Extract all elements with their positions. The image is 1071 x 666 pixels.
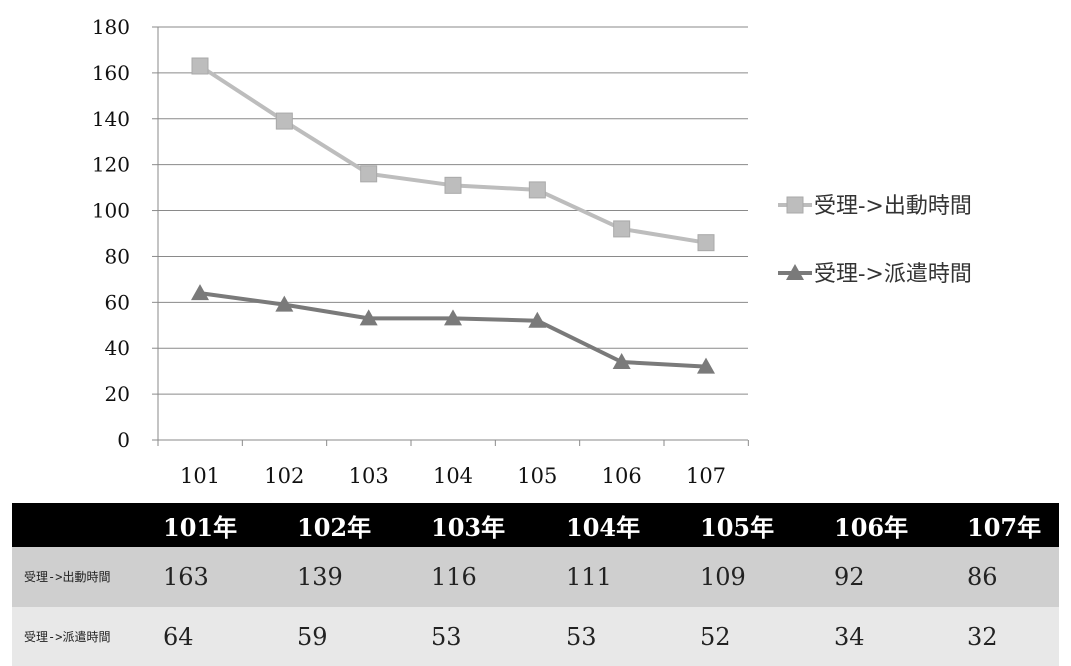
table-header-row: 101年 102年 103年 104年 105年 106年 107年 — [12, 503, 1059, 547]
table-cell: 64 — [163, 622, 194, 651]
table-header-cell: 104年 — [566, 512, 641, 542]
square-marker — [191, 57, 209, 75]
table-cell: 34 — [834, 622, 865, 651]
axes: 0 20 40 60 80 100 120 140 160 180 101 102 103 104 105 1… — [92, 15, 749, 488]
table-header-cell: 107年 — [967, 512, 1042, 542]
y-tick-label: 80 — [105, 244, 130, 268]
table-cell: 86 — [967, 563, 998, 591]
y-tick-label: 0 — [117, 428, 130, 452]
legend-item: 受理->派遣時間 — [778, 262, 972, 287]
series-2 — [191, 284, 715, 374]
gridlines — [158, 26, 748, 395]
table-row: 受理->派遣時間 64 59 53 53 52 34 32 — [12, 607, 1059, 666]
y-tick-label: 40 — [105, 336, 130, 360]
triangle-marker — [528, 311, 547, 328]
x-tick-label: 104 — [433, 464, 473, 488]
table-cell: 59 — [297, 622, 328, 651]
y-tick-label: 120 — [92, 153, 130, 177]
table-cell: 53 — [566, 622, 597, 651]
series-line — [198, 64, 707, 245]
series-line — [199, 291, 707, 369]
series-lines — [191, 57, 715, 374]
square-marker — [697, 234, 715, 252]
legend-label: 受理->出動時間 — [814, 194, 972, 219]
table-cell: 163 — [163, 563, 209, 591]
triangle-marker — [191, 284, 209, 301]
x-tick-label: 103 — [349, 464, 389, 488]
table-row: 受理->出動時間 163 139 116 111 109 92 86 — [12, 547, 1059, 607]
y-tick-label: 100 — [92, 199, 130, 223]
line-chart: 0 20 40 60 80 100 120 140 160 180 101 102 103 104 105 1… — [92, 15, 972, 488]
triangle-marker — [359, 309, 378, 326]
y-tick-label: 160 — [92, 61, 130, 85]
x-tick-label: 106 — [602, 464, 642, 488]
square-marker — [528, 181, 546, 199]
table-header-cell: 103年 — [431, 512, 506, 542]
data-table: 101年 102年 103年 104年 105年 106年 107年 受理->出… — [12, 503, 1059, 666]
x-tick-label: 102 — [264, 464, 304, 488]
square-marker — [613, 220, 631, 238]
table-cell: 116 — [431, 563, 477, 591]
table-header-cell: 106年 — [834, 512, 909, 542]
legend-label: 受理->派遣時間 — [814, 262, 972, 287]
x-tick-label: 107 — [686, 464, 726, 488]
table-header-cell: 101年 — [163, 512, 238, 542]
x-tick-label: 105 — [517, 464, 557, 488]
table-cell: 32 — [967, 622, 998, 651]
triangle-marker — [444, 309, 462, 326]
table-header-cell: 105年 — [700, 512, 775, 542]
table-header-cell — [12, 503, 149, 547]
table-cell: 139 — [297, 563, 343, 591]
triangle-marker-icon — [786, 264, 804, 280]
triangle-marker — [697, 357, 715, 374]
series-1 — [191, 57, 715, 252]
square-marker — [360, 165, 378, 183]
legend-item: 受理->出動時間 — [778, 194, 972, 219]
table-cell: 109 — [700, 563, 746, 591]
square-marker — [444, 176, 462, 194]
table-row-label: 受理->派遣時間 — [24, 629, 111, 644]
table-cell: 111 — [566, 563, 612, 591]
x-tick-label: 101 — [180, 464, 220, 488]
table-cell: 52 — [700, 622, 731, 651]
table-row-label: 受理->出動時間 — [24, 570, 111, 584]
table-cell: 53 — [431, 622, 462, 651]
table-cell: 92 — [834, 563, 865, 591]
triangle-marker — [275, 295, 294, 312]
square-marker-icon — [786, 196, 804, 214]
y-tick-label: 180 — [92, 15, 130, 39]
y-tick-label: 60 — [105, 290, 130, 314]
table-header-cell: 102年 — [297, 512, 372, 542]
triangle-marker — [612, 352, 631, 369]
y-tick-label: 140 — [92, 107, 130, 131]
y-tick-label: 20 — [105, 382, 130, 406]
square-marker — [275, 112, 293, 130]
